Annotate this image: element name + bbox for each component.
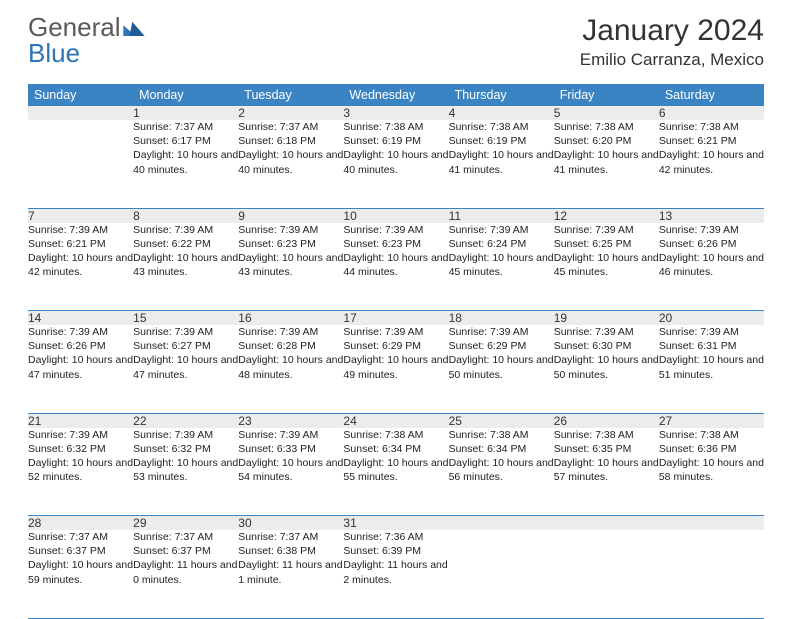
weekday-header: Tuesday [238,84,343,106]
day-cell: Sunrise: 7:38 AMSunset: 6:20 PMDaylight:… [554,120,659,208]
day-content-row: Sunrise: 7:37 AMSunset: 6:17 PMDaylight:… [28,120,764,208]
day-cell: Sunrise: 7:39 AMSunset: 6:32 PMDaylight:… [28,428,133,516]
day-cell: Sunrise: 7:37 AMSunset: 6:38 PMDaylight:… [238,530,343,618]
day-number: 22 [133,414,238,428]
day-content-row: Sunrise: 7:39 AMSunset: 6:32 PMDaylight:… [28,428,764,516]
day-number: 9 [238,209,343,223]
day-cell: Sunrise: 7:37 AMSunset: 6:17 PMDaylight:… [133,120,238,208]
day-number: 10 [343,209,448,223]
brand-part2: Blue [28,38,80,68]
day-number: 16 [238,311,343,325]
day-number: 2 [238,106,343,120]
empty-day [449,530,554,618]
day-number: 28 [28,516,133,530]
daynum-row: 78910111213 [28,209,764,223]
weekday-header: Thursday [449,84,554,106]
weekday-header: Friday [554,84,659,106]
day-content-row: Sunrise: 7:37 AMSunset: 6:37 PMDaylight:… [28,530,764,618]
empty-day [554,530,659,618]
empty-day [659,530,764,618]
day-cell: Sunrise: 7:39 AMSunset: 6:30 PMDaylight:… [554,325,659,413]
day-cell: Sunrise: 7:39 AMSunset: 6:24 PMDaylight:… [449,223,554,311]
day-number: 30 [238,516,343,530]
weekday-header: Saturday [659,84,764,106]
weekday-header: Monday [133,84,238,106]
day-number: 19 [554,311,659,325]
day-number: 26 [554,414,659,428]
empty-day [449,516,554,530]
day-number: 8 [133,209,238,223]
logo-triangle-icon [123,14,145,40]
day-cell: Sunrise: 7:39 AMSunset: 6:26 PMDaylight:… [28,325,133,413]
day-number: 11 [449,209,554,223]
day-cell: Sunrise: 7:39 AMSunset: 6:29 PMDaylight:… [343,325,448,413]
day-number: 31 [343,516,448,530]
weekday-header: Wednesday [343,84,448,106]
day-number: 6 [659,106,764,120]
day-cell: Sunrise: 7:39 AMSunset: 6:22 PMDaylight:… [133,223,238,311]
empty-day [28,106,133,120]
day-cell: Sunrise: 7:38 AMSunset: 6:19 PMDaylight:… [449,120,554,208]
day-cell: Sunrise: 7:37 AMSunset: 6:37 PMDaylight:… [28,530,133,618]
day-number: 29 [133,516,238,530]
day-number: 5 [554,106,659,120]
brand-logo: GeneralBlue [28,14,145,66]
month-title: January 2024 [580,14,764,48]
day-cell: Sunrise: 7:39 AMSunset: 6:23 PMDaylight:… [343,223,448,311]
day-number: 4 [449,106,554,120]
calendar-table: Sunday Monday Tuesday Wednesday Thursday… [28,84,764,619]
day-number: 21 [28,414,133,428]
empty-day [659,516,764,530]
daynum-row: 28293031 [28,516,764,530]
day-number: 3 [343,106,448,120]
daynum-row: 123456 [28,106,764,120]
day-cell: Sunrise: 7:38 AMSunset: 6:34 PMDaylight:… [343,428,448,516]
weekday-header: Sunday [28,84,133,106]
day-number: 27 [659,414,764,428]
day-cell: Sunrise: 7:38 AMSunset: 6:36 PMDaylight:… [659,428,764,516]
location: Emilio Carranza, Mexico [580,50,764,70]
day-cell: Sunrise: 7:39 AMSunset: 6:28 PMDaylight:… [238,325,343,413]
day-number: 24 [343,414,448,428]
day-number: 23 [238,414,343,428]
empty-day [28,120,133,208]
header: GeneralBlue January 2024 Emilio Carranza… [0,0,792,70]
day-cell: Sunrise: 7:36 AMSunset: 6:39 PMDaylight:… [343,530,448,618]
day-cell: Sunrise: 7:39 AMSunset: 6:25 PMDaylight:… [554,223,659,311]
day-cell: Sunrise: 7:39 AMSunset: 6:33 PMDaylight:… [238,428,343,516]
day-cell: Sunrise: 7:38 AMSunset: 6:34 PMDaylight:… [449,428,554,516]
daynum-row: 21222324252627 [28,414,764,428]
day-cell: Sunrise: 7:38 AMSunset: 6:35 PMDaylight:… [554,428,659,516]
day-cell: Sunrise: 7:37 AMSunset: 6:37 PMDaylight:… [133,530,238,618]
weekday-header-row: Sunday Monday Tuesday Wednesday Thursday… [28,84,764,106]
title-block: January 2024 Emilio Carranza, Mexico [580,14,764,70]
day-cell: Sunrise: 7:39 AMSunset: 6:23 PMDaylight:… [238,223,343,311]
week-separator [28,618,764,619]
day-cell: Sunrise: 7:39 AMSunset: 6:26 PMDaylight:… [659,223,764,311]
day-cell: Sunrise: 7:37 AMSunset: 6:18 PMDaylight:… [238,120,343,208]
day-content-row: Sunrise: 7:39 AMSunset: 6:26 PMDaylight:… [28,325,764,413]
day-cell: Sunrise: 7:39 AMSunset: 6:27 PMDaylight:… [133,325,238,413]
day-number: 20 [659,311,764,325]
day-cell: Sunrise: 7:38 AMSunset: 6:21 PMDaylight:… [659,120,764,208]
day-cell: Sunrise: 7:39 AMSunset: 6:21 PMDaylight:… [28,223,133,311]
day-number: 7 [28,209,133,223]
day-cell: Sunrise: 7:39 AMSunset: 6:29 PMDaylight:… [449,325,554,413]
day-number: 18 [449,311,554,325]
day-number: 14 [28,311,133,325]
empty-day [554,516,659,530]
day-cell: Sunrise: 7:39 AMSunset: 6:31 PMDaylight:… [659,325,764,413]
day-number: 13 [659,209,764,223]
day-cell: Sunrise: 7:39 AMSunset: 6:32 PMDaylight:… [133,428,238,516]
day-cell: Sunrise: 7:38 AMSunset: 6:19 PMDaylight:… [343,120,448,208]
day-number: 17 [343,311,448,325]
day-number: 25 [449,414,554,428]
calendar-body: 123456Sunrise: 7:37 AMSunset: 6:17 PMDay… [28,106,764,619]
day-number: 12 [554,209,659,223]
day-number: 1 [133,106,238,120]
daynum-row: 14151617181920 [28,311,764,325]
day-number: 15 [133,311,238,325]
day-content-row: Sunrise: 7:39 AMSunset: 6:21 PMDaylight:… [28,223,764,311]
